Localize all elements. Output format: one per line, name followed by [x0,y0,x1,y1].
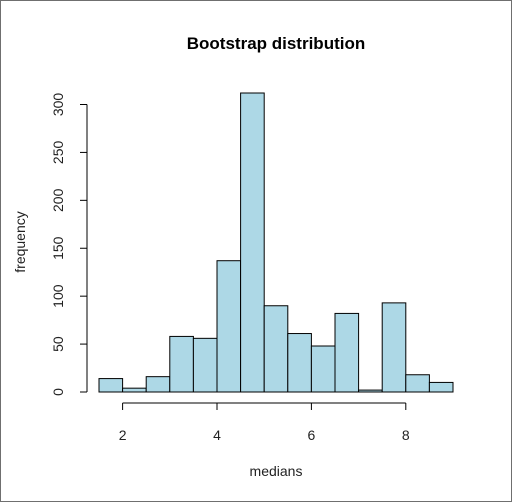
y-tick-label: 0 [50,388,66,396]
x-tick-label: 4 [213,427,221,443]
histogram-bar [145,376,171,393]
histogram-bar [287,333,312,393]
y-tick-label: 300 [50,93,66,117]
y-tick-label: 150 [50,236,66,260]
x-axis: 2 4 6 8 [119,402,410,443]
y-axis-label: frequency [12,211,28,272]
histogram-bar [122,387,147,393]
histogram-bar [169,335,194,393]
x-tick-label: 2 [119,427,127,443]
x-tick-label: 8 [402,427,410,443]
histogram-bar [263,305,289,393]
x-axis-label: medians [250,463,303,479]
y-tick-label: 250 [50,141,66,165]
y-tick-label: 200 [50,188,66,212]
histogram-bar [381,302,407,393]
histogram-bar [98,378,124,393]
chart-title: Bootstrap distribution [187,34,365,53]
y-tick-label: 50 [50,336,66,352]
y-tick-label: 100 [50,284,66,308]
histogram-bar [428,381,454,393]
histogram-bar [358,389,383,393]
histogram-bar [405,374,430,393]
histogram-bar [216,260,242,393]
histogram-bar [310,345,336,393]
x-tick-label: 6 [308,427,316,443]
bars-group [98,92,454,393]
y-axis: 0 50 100 150 200 250 300 [50,93,88,396]
histogram-bar [192,337,218,393]
histogram-bar [334,312,360,393]
histogram-bar [240,92,265,393]
